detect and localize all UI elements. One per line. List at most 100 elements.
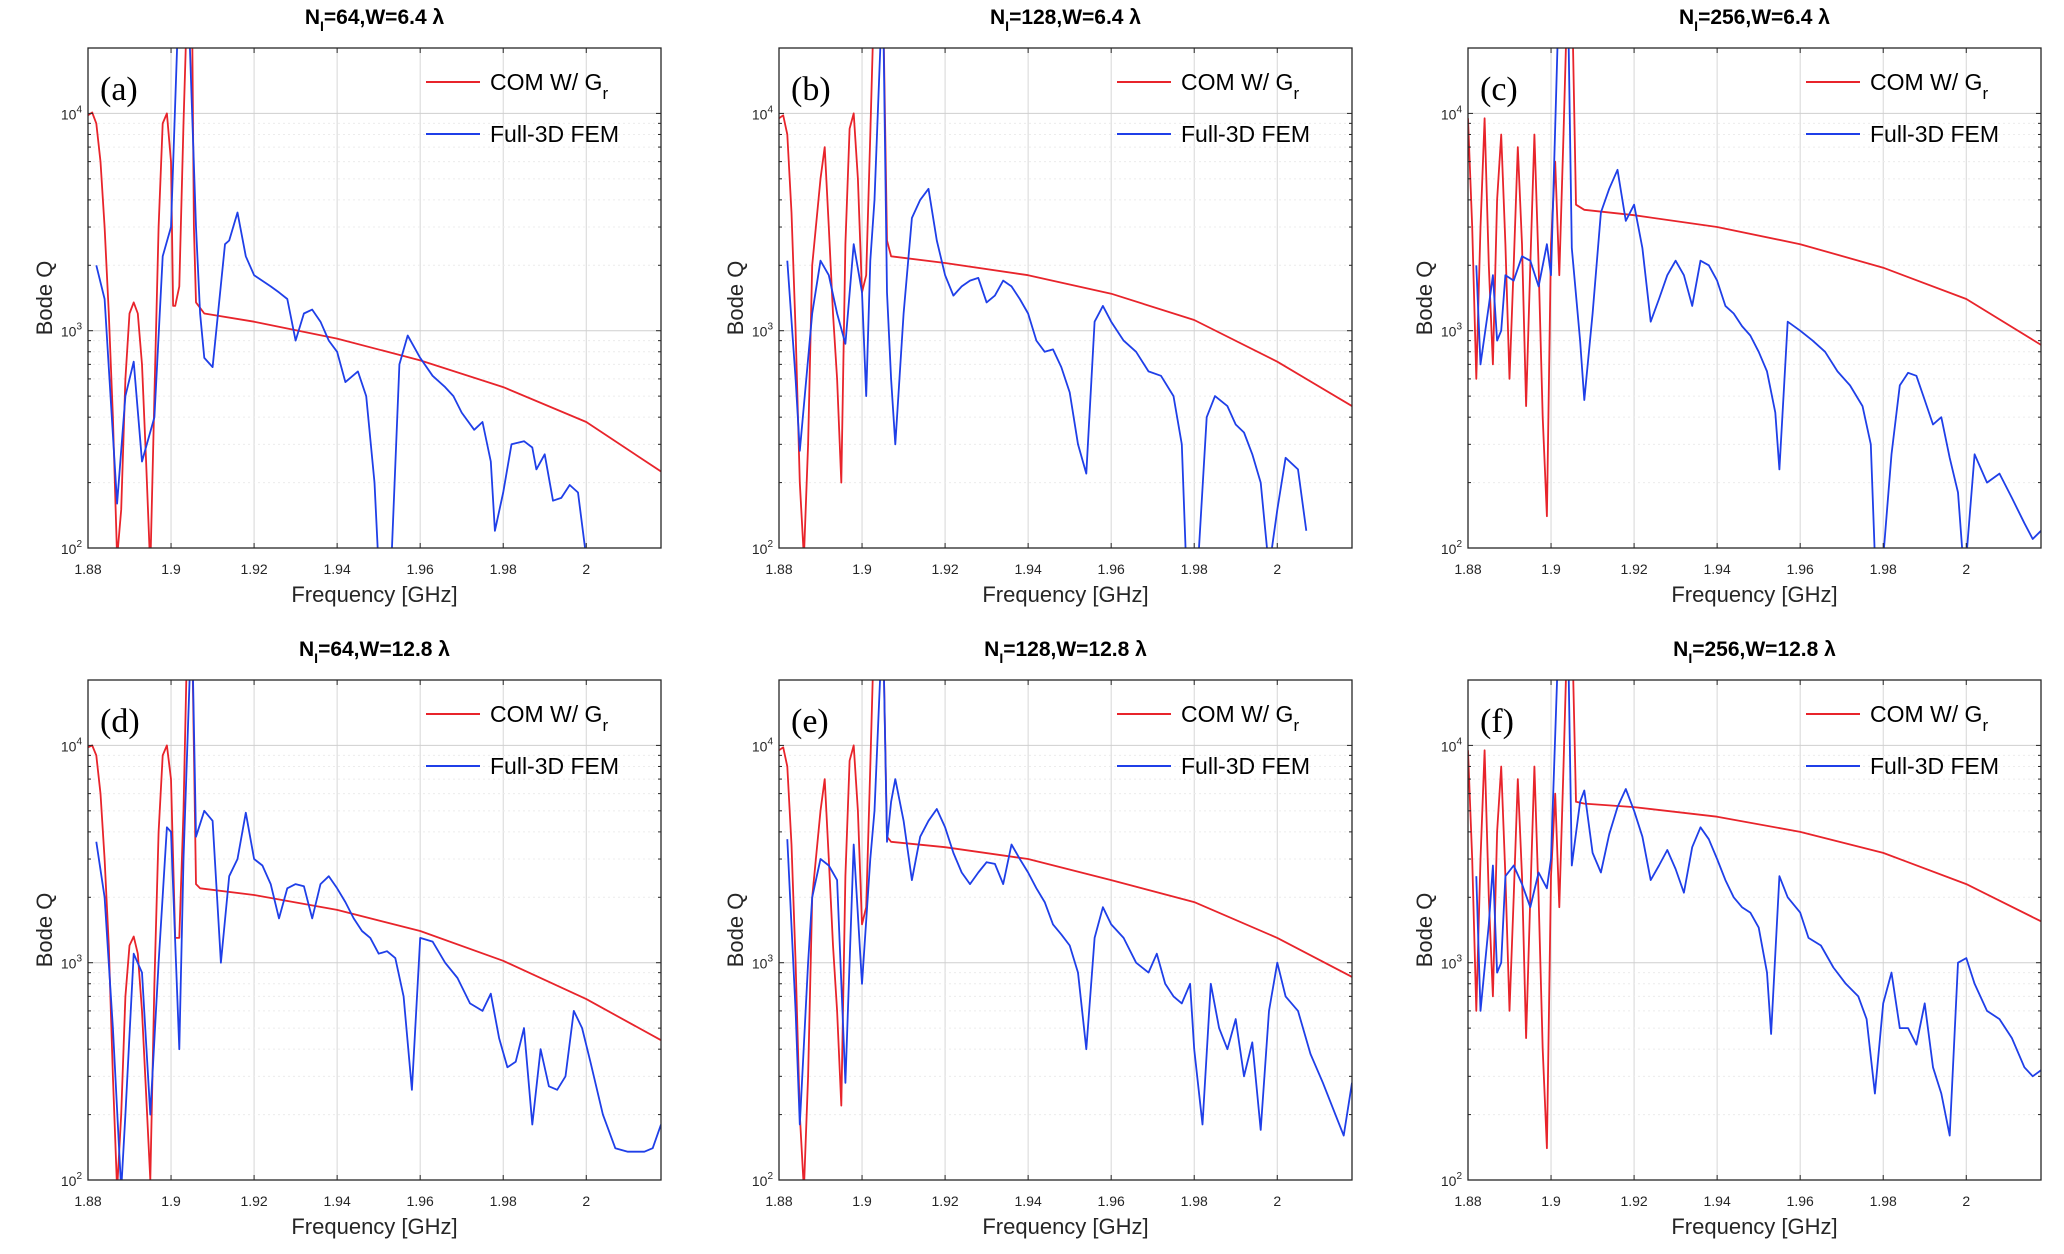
legend-label: COM W/ Gr (490, 69, 608, 103)
y-tick-label: 104 (752, 736, 774, 754)
x-tick-label: 1.94 (1015, 561, 1042, 577)
panel-label: (b) (791, 71, 831, 108)
x-tick-label: 1.98 (1870, 561, 1897, 577)
legend: COM W/ Gr Full-3D FEM (1117, 69, 1310, 147)
y-tick-label: 102 (1441, 539, 1463, 557)
y-tick-label: 104 (1441, 736, 1463, 754)
axes-box (1467, 679, 2042, 1181)
x-tick-label: 1.9 (1541, 561, 1561, 577)
series-group (88, 680, 661, 1180)
y-tick-label: 102 (61, 539, 83, 557)
series-com-line (1468, 680, 2041, 1150)
legend-label: Full-3D FEM (1870, 753, 1999, 779)
series-fem-line (786, 680, 1352, 1137)
x-tick-label: 1.92 (931, 1193, 958, 1209)
x-tick-label: 1.88 (74, 1193, 101, 1209)
x-tick-label: 1.88 (1454, 561, 1481, 577)
x-tick-label: 1.92 (1620, 561, 1647, 577)
legend: COM W/ Gr Full-3D FEM (426, 701, 619, 779)
x-tick-label: 2 (1273, 1193, 1281, 1209)
x-tick-label: 1.98 (490, 561, 517, 577)
grid (87, 47, 661, 549)
axes-box (778, 679, 1353, 1181)
panel-label: (f) (1480, 703, 1514, 740)
legend-label: COM W/ Gr (1870, 701, 1988, 735)
y-axis-label: Bode Q (723, 261, 748, 336)
y-tick-label: 103 (61, 322, 83, 340)
series-group (779, 680, 1352, 1180)
x-tick-label: 1.9 (161, 1193, 181, 1209)
legend-label: COM W/ Gr (1870, 69, 1988, 103)
y-tick-label: 103 (61, 954, 83, 972)
x-tick-label: 1.92 (240, 1193, 267, 1209)
x-tick-label: 1.98 (1181, 561, 1208, 577)
x-tick-label: 1.96 (1098, 561, 1125, 577)
legend-label: Full-3D FEM (490, 121, 619, 147)
series-fem-line (1475, 48, 2041, 548)
x-tick-label: 1.9 (852, 561, 872, 577)
x-tick-label: 1.96 (407, 1193, 434, 1209)
axes-box (1467, 47, 2042, 549)
legend: COM W/ Gr Full-3D FEM (1806, 701, 1999, 779)
axes-box (87, 47, 662, 549)
x-tick-label: 1.9 (1541, 1193, 1561, 1209)
series-group (88, 48, 661, 548)
x-tick-label: 1.96 (1098, 1193, 1125, 1209)
x-tick-label: 2 (1962, 561, 1970, 577)
series-com-line (779, 48, 1352, 548)
legend-label: COM W/ Gr (1181, 701, 1299, 735)
chart-title: NI=128,W=12.8 λ (984, 638, 1147, 666)
x-tick-label: 1.88 (765, 1193, 792, 1209)
x-axis-label: Frequency [GHz] (982, 582, 1148, 607)
y-tick-label: 103 (752, 954, 774, 972)
x-tick-label: 1.9 (161, 561, 181, 577)
x-tick-label: 1.98 (1870, 1193, 1897, 1209)
x-tick-label: 1.88 (1454, 1193, 1481, 1209)
y-axis-label: Bode Q (1412, 893, 1437, 968)
x-axis-label: Frequency [GHz] (982, 1214, 1148, 1239)
y-tick-label: 103 (1441, 322, 1463, 340)
legend-label: Full-3D FEM (1181, 121, 1310, 147)
chart-panel-c: 1.88 1.9 1.92 1.94 1.96 1.98 2 102 103 104 Frequen… (1412, 6, 2042, 607)
x-tick-label: 1.96 (407, 561, 434, 577)
x-tick-label: 1.96 (1787, 561, 1814, 577)
y-axis-label: Bode Q (32, 261, 57, 336)
x-axis-label: Frequency [GHz] (1671, 1214, 1837, 1239)
legend: COM W/ Gr Full-3D FEM (1117, 701, 1310, 779)
legend-label: Full-3D FEM (1870, 121, 1999, 147)
x-tick-label: 1.9 (852, 1193, 872, 1209)
series-group (1468, 680, 2041, 1150)
x-tick-label: 1.94 (324, 1193, 351, 1209)
y-tick-label: 102 (1441, 1171, 1463, 1189)
legend: COM W/ Gr Full-3D FEM (426, 69, 619, 147)
x-tick-label: 1.88 (74, 561, 101, 577)
y-tick-label: 104 (752, 104, 774, 122)
x-axis-label: Frequency [GHz] (291, 1214, 457, 1239)
y-tick-label: 103 (1441, 954, 1463, 972)
x-tick-label: 1.98 (1181, 1193, 1208, 1209)
panel-label: (e) (791, 703, 829, 740)
series-group (779, 48, 1352, 548)
x-tick-label: 1.88 (765, 561, 792, 577)
y-tick-label: 102 (752, 1171, 774, 1189)
x-tick-label: 1.94 (1704, 561, 1731, 577)
series-fem-line (1475, 680, 2041, 1137)
x-axis-label: Frequency [GHz] (291, 582, 457, 607)
x-tick-label: 2 (1273, 561, 1281, 577)
x-tick-label: 2 (1962, 1193, 1970, 1209)
legend-label: Full-3D FEM (490, 753, 619, 779)
y-tick-label: 104 (61, 736, 83, 754)
chart-title: NI=128,W=6.4 λ (990, 6, 1141, 34)
x-tick-label: 1.92 (931, 561, 958, 577)
y-axis-label: Bode Q (723, 893, 748, 968)
legend-label: COM W/ Gr (1181, 69, 1299, 103)
series-com-line (779, 680, 1352, 1180)
x-tick-label: 1.98 (490, 1193, 517, 1209)
chart-panel-a: 1.88 1.9 1.92 1.94 1.96 1.98 2 102 103 104 Frequen… (32, 6, 662, 607)
y-tick-label: 104 (1441, 104, 1463, 122)
y-tick-label: 104 (61, 104, 83, 122)
chart-panel-f: 1.88 1.9 1.92 1.94 1.96 1.98 2 102 103 104 Frequen… (1412, 638, 2042, 1239)
panel-label: (c) (1480, 71, 1518, 108)
x-tick-label: 2 (582, 1193, 590, 1209)
